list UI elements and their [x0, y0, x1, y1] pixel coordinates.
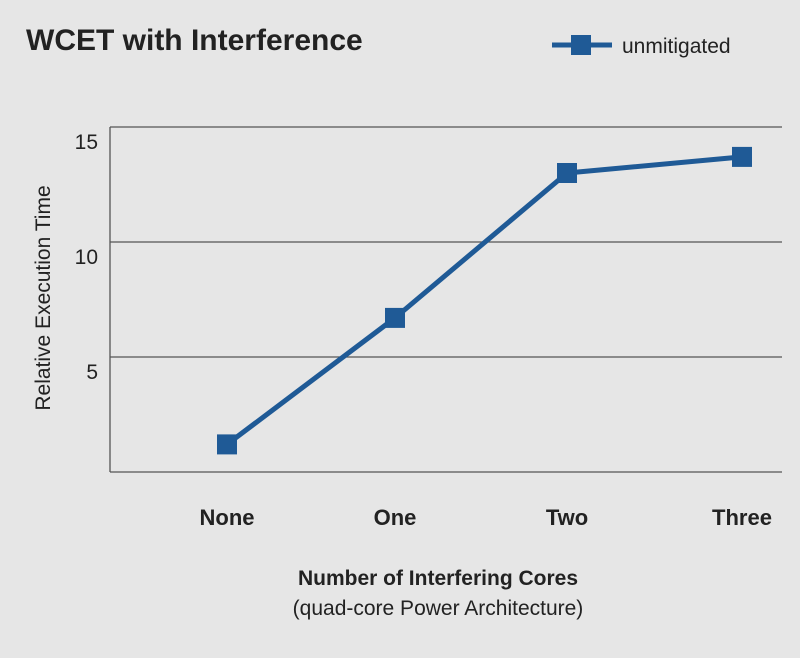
y-axis-label: Relative Execution Time	[32, 185, 55, 410]
x-axis-sublabel: (quad-core Power Architecture)	[293, 597, 584, 620]
x-tick-label: Three	[712, 505, 772, 530]
data-point-marker	[557, 163, 577, 183]
x-tick-labels: None One Two Three	[200, 505, 772, 530]
y-tick-label: 5	[86, 361, 98, 384]
series-layer	[217, 146, 752, 455]
y-tick-label: 10	[75, 246, 98, 269]
y-tick-labels: 5 10 15	[75, 131, 98, 384]
x-tick-label: One	[374, 505, 417, 530]
data-point-marker	[217, 434, 237, 455]
x-axis-label: Number of Interfering Cores	[298, 567, 578, 590]
x-tick-label: Two	[546, 505, 588, 530]
chart-title: WCET with Interference	[26, 24, 363, 57]
series-line-0	[225, 154, 743, 447]
legend-marker	[571, 35, 591, 55]
x-tick-label: None	[200, 505, 255, 530]
data-point-marker	[732, 146, 752, 167]
legend-label: unmitigated	[622, 35, 731, 58]
legend: unmitigated	[552, 35, 731, 58]
y-tick-label: 15	[75, 131, 98, 154]
gridlines	[109, 126, 782, 473]
data-point-marker	[385, 307, 405, 328]
